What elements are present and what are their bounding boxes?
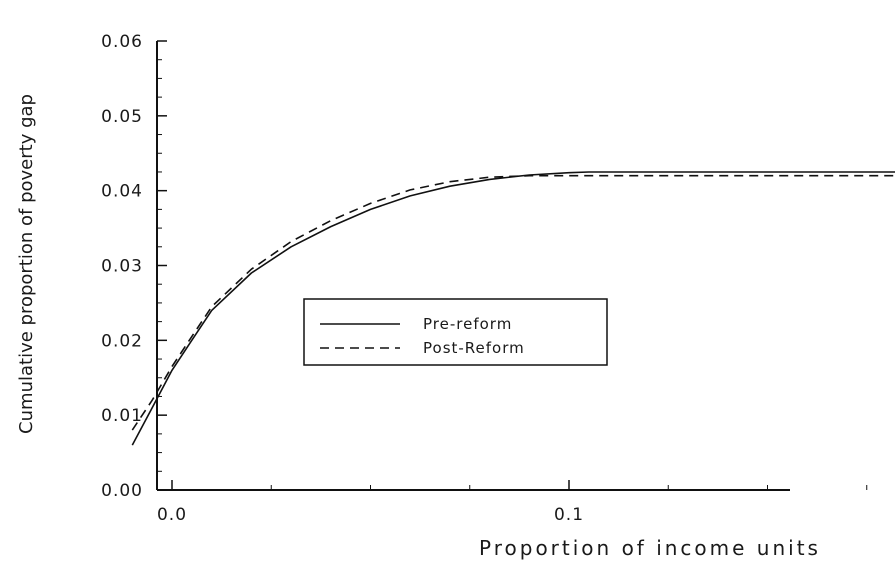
axes [156,41,790,491]
x-tick-label: 0.0 [157,505,187,525]
legend-label: Pre-reform [423,315,512,333]
legend-box [303,298,608,366]
plot-lines [131,171,895,446]
y-axis-title: Cumulative proportion of poverty gap [16,94,37,434]
legend-label: Post-Reform [423,339,525,357]
legend: Pre-reform Post-Reform [303,298,608,366]
y-tick-label: 0.06 [101,32,143,52]
y-tick-label: 0.05 [101,107,143,127]
y-axis-ticks: 0.00 0.01 0.02 0.03 0.04 0.05 0.06 [101,32,167,501]
y-tick-label: 0.01 [101,406,143,426]
y-tick-label: 0.00 [101,481,143,501]
x-axis-title: Proportion of income units [479,536,821,560]
x-axis-ticks: 0.00.10.20.3 [157,480,868,525]
y-tick-label: 0.03 [101,257,143,277]
x-tick-label: 0.1 [554,505,584,525]
y-tick-label: 0.02 [101,331,143,351]
series-line-pre-reform [131,171,895,446]
y-tick-label: 0.04 [101,182,143,202]
